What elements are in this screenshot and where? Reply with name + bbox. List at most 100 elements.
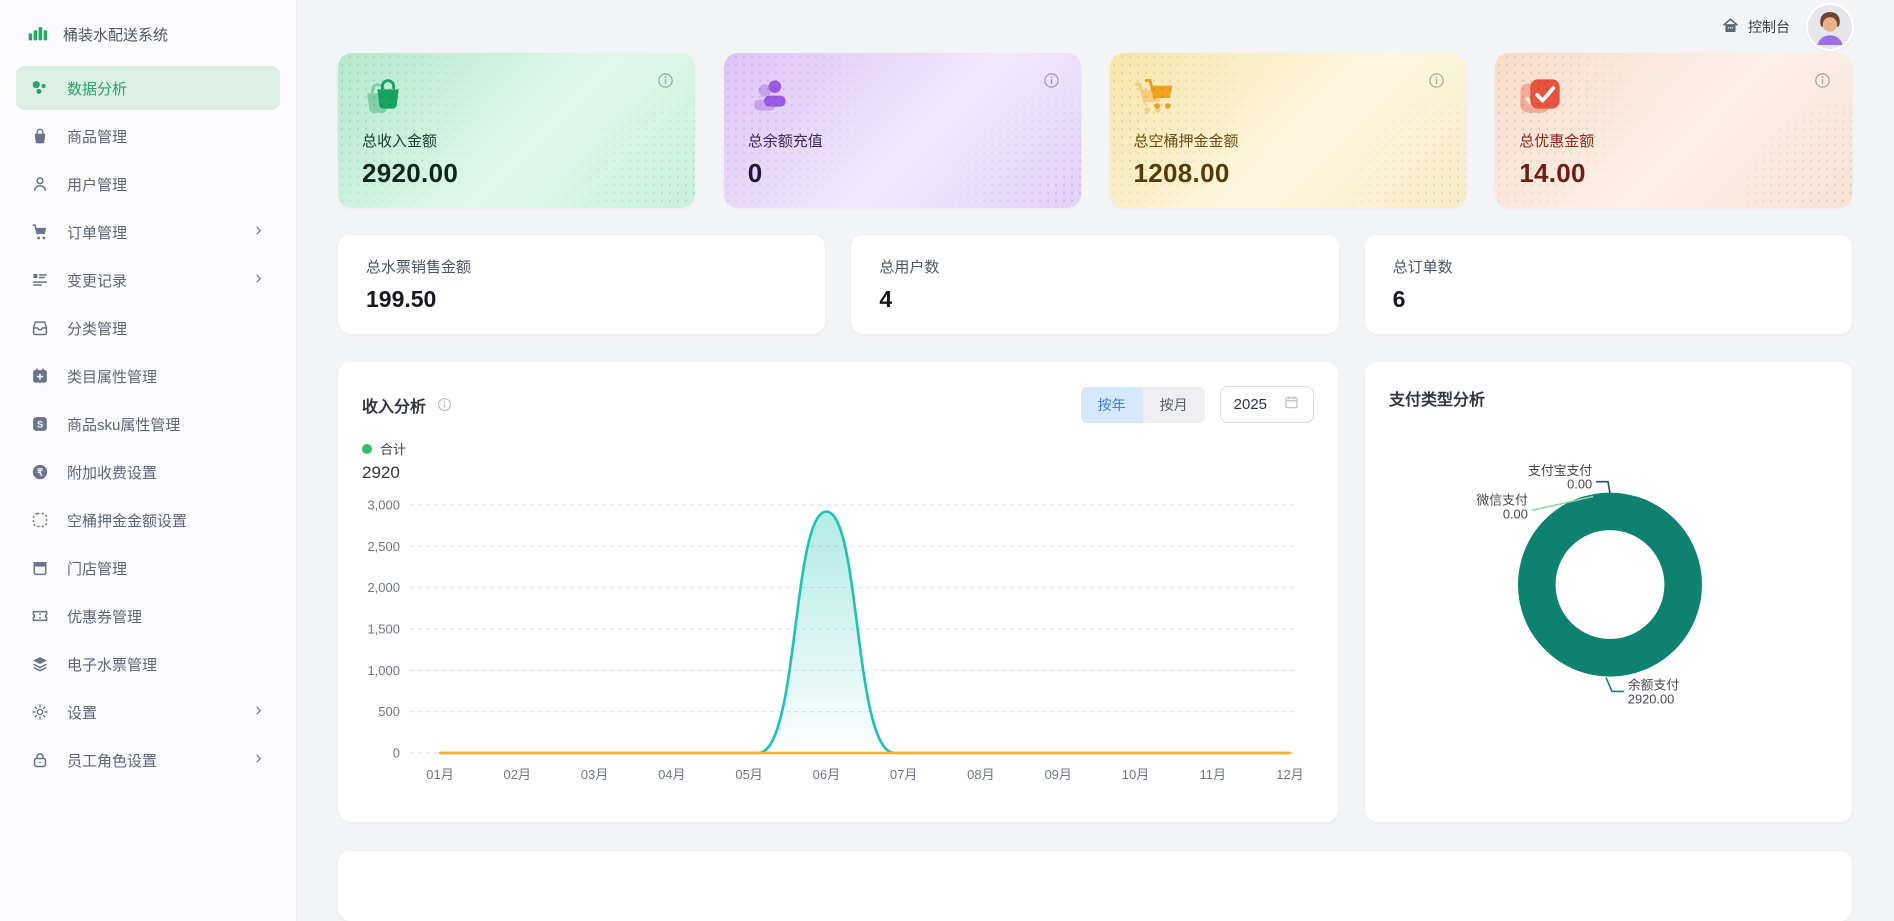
- svg-text:₹: ₹: [37, 467, 44, 478]
- sidebar-item-coupons[interactable]: 优惠券管理: [16, 594, 280, 638]
- surcharge-icon: ₹: [32, 464, 48, 480]
- stat-card-total-income: 总收入金额 2920.00: [338, 53, 695, 208]
- logo-icon: [26, 20, 50, 48]
- sidebar-item-staff-roles[interactable]: 员工角色设置: [16, 738, 280, 782]
- info-icon[interactable]: [1042, 71, 1061, 90]
- svg-text:0.00: 0.00: [1503, 506, 1528, 521]
- payment-donut-chart: 支付宝支付 0.00 微信支付 0.00 余额支付 2920.00: [1365, 362, 1852, 822]
- svg-text:3,000: 3,000: [367, 498, 400, 513]
- sidebar: 桶装水配送系统 数据分析 商品管理 用户管理 订单管理 变更记录 分类管理 类目属性管理 S 商…: [0, 0, 297, 921]
- payment-panel-title: 支付类型分析: [1389, 392, 1486, 409]
- legend-total-value: 2920: [362, 463, 400, 482]
- sidebar-item-label: 分类管理: [67, 320, 128, 338]
- changelog-icon: [33, 273, 47, 286]
- info-icon: [1429, 73, 1445, 88]
- sidebar-item-change-log[interactable]: 变更记录: [16, 258, 280, 302]
- summary-card-value: 199.50: [366, 286, 437, 312]
- sidebar-item-label: 设置: [67, 704, 98, 722]
- summary-card-label: 总订单数: [1392, 259, 1453, 276]
- year-picker[interactable]: 2025: [1219, 386, 1314, 423]
- user-solid-stat-icon: [748, 72, 808, 118]
- store-icon: [33, 562, 47, 576]
- info-icon[interactable]: [656, 71, 675, 90]
- sidebar-item-categories[interactable]: 分类管理: [16, 306, 280, 350]
- main-content: 控制台 总收入金额 2920.00 总余额充值 0 总空桶押金金额 1208.00 总优惠金…: [297, 0, 1894, 921]
- sidebar-item-category-attrs[interactable]: 类目属性管理: [16, 354, 280, 398]
- sidebar-item-stores[interactable]: 门店管理: [16, 546, 280, 590]
- bottom-panel: [338, 851, 1852, 921]
- info-icon[interactable]: [1813, 71, 1832, 90]
- sidebar-item-label: 变更记录: [67, 272, 128, 290]
- sidebar-item-products[interactable]: 商品管理: [16, 114, 280, 158]
- sidebar-item-settings[interactable]: 设置: [16, 690, 280, 734]
- info-icon: [1043, 73, 1059, 88]
- sidebar-item-label: 用户管理: [67, 176, 128, 194]
- lock-icon: [33, 753, 47, 768]
- sidebar-item-sku-attrs[interactable]: S 商品sku属性管理: [16, 402, 280, 446]
- info-icon[interactable]: [436, 396, 453, 413]
- legend-label: 合计: [380, 442, 407, 457]
- svg-text:11月: 11月: [1199, 767, 1226, 782]
- sidebar-item-label: 类目属性管理: [67, 368, 158, 386]
- sidebar-item-surcharge[interactable]: ₹ 附加收费设置: [16, 450, 280, 494]
- user-avatar[interactable]: [1808, 4, 1852, 49]
- home-icon: [1723, 17, 1738, 32]
- stat-card-total-discount: 总优惠金额 14.00: [1495, 53, 1852, 208]
- svg-text:01月: 01月: [426, 767, 453, 782]
- console-button[interactable]: 控制台: [1721, 16, 1790, 38]
- sidebar-item-label: 数据分析: [67, 80, 128, 98]
- chevron-right-icon: [256, 706, 261, 714]
- logo-bars-icon: [28, 27, 48, 41]
- cart-icon: [32, 224, 47, 240]
- chevron-right-icon: [256, 274, 261, 282]
- category-icon: [32, 321, 48, 336]
- chevron-right-icon: [256, 754, 261, 762]
- sidebar-item-label: 门店管理: [67, 560, 128, 578]
- analytics-icon: [32, 81, 46, 94]
- toggle-year[interactable]: 按年: [1080, 386, 1143, 423]
- summary-card-label: 总用户数: [879, 259, 940, 276]
- toggle-month[interactable]: 按月: [1142, 386, 1205, 423]
- svg-text:1,000: 1,000: [367, 663, 400, 678]
- svg-text:09月: 09月: [1044, 767, 1071, 782]
- sidebar-item-label: 附加收费设置: [67, 464, 158, 482]
- svg-text:S: S: [37, 420, 43, 430]
- svg-text:05月: 05月: [735, 767, 762, 782]
- legend-total[interactable]: 合计: [362, 439, 406, 458]
- svg-text:10月: 10月: [1122, 767, 1149, 782]
- sidebar-item-label: 商品sku属性管理: [67, 416, 181, 434]
- svg-text:08月: 08月: [967, 767, 994, 782]
- sidebar-item-bucket-deposit[interactable]: 空桶押金金额设置: [16, 498, 280, 542]
- sidebar-nav: 数据分析商品管理用户管理订单管理变更记录分类管理类目属性管理 S 商品sku属性管理…: [0, 66, 296, 782]
- sidebar-item-data-analysis[interactable]: 数据分析: [16, 66, 280, 110]
- svg-text:02月: 02月: [504, 767, 531, 782]
- bag-stat-icon: [362, 72, 422, 118]
- calendar-icon: [1283, 394, 1300, 415]
- cart-stat-icon: [1134, 72, 1194, 118]
- sidebar-item-label: 优惠券管理: [67, 608, 143, 626]
- info-icon[interactable]: [1427, 71, 1446, 90]
- svg-text:2920.00: 2920.00: [1628, 691, 1674, 706]
- sidebar-item-orders[interactable]: 订单管理: [16, 210, 280, 254]
- donut-ring[interactable]: [1517, 492, 1702, 677]
- svg-text:06月: 06月: [813, 767, 840, 782]
- svg-text:余额支付: 余额支付: [1628, 677, 1680, 692]
- svg-text:03月: 03月: [581, 767, 608, 782]
- summary-card-total-users: 总用户数 4: [851, 235, 1339, 334]
- income-controls: 按年 按月 2025: [1080, 386, 1314, 423]
- info-icon: [657, 73, 673, 88]
- stat-card-total-bucket-deposit: 总空桶押金金额 1208.00: [1109, 53, 1467, 208]
- stat-card-value: 2920.00: [362, 158, 459, 188]
- calendar-icon: [1285, 396, 1298, 409]
- stat-card-label: 总余额充值: [747, 133, 823, 150]
- stat-card-total-balance-recharge: 总余额充值 0: [723, 53, 1081, 208]
- svg-text:微信支付: 微信支付: [1476, 492, 1528, 507]
- sidebar-item-water-tickets[interactable]: 电子水票管理: [16, 642, 280, 686]
- sidebar-item-users[interactable]: 用户管理: [16, 162, 280, 206]
- summary-card-water-ticket-sales: 总水票销售金额 199.50: [338, 235, 826, 334]
- svg-text:2,500: 2,500: [367, 539, 400, 554]
- stat-cards-row: 总收入金额 2920.00 总余额充值 0 总空桶押金金额 1208.00 总优惠金额 14.…: [338, 53, 1852, 208]
- home-icon: [1721, 16, 1740, 38]
- legend-dot: [362, 443, 372, 454]
- stat-card-label: 总收入金额: [362, 133, 438, 150]
